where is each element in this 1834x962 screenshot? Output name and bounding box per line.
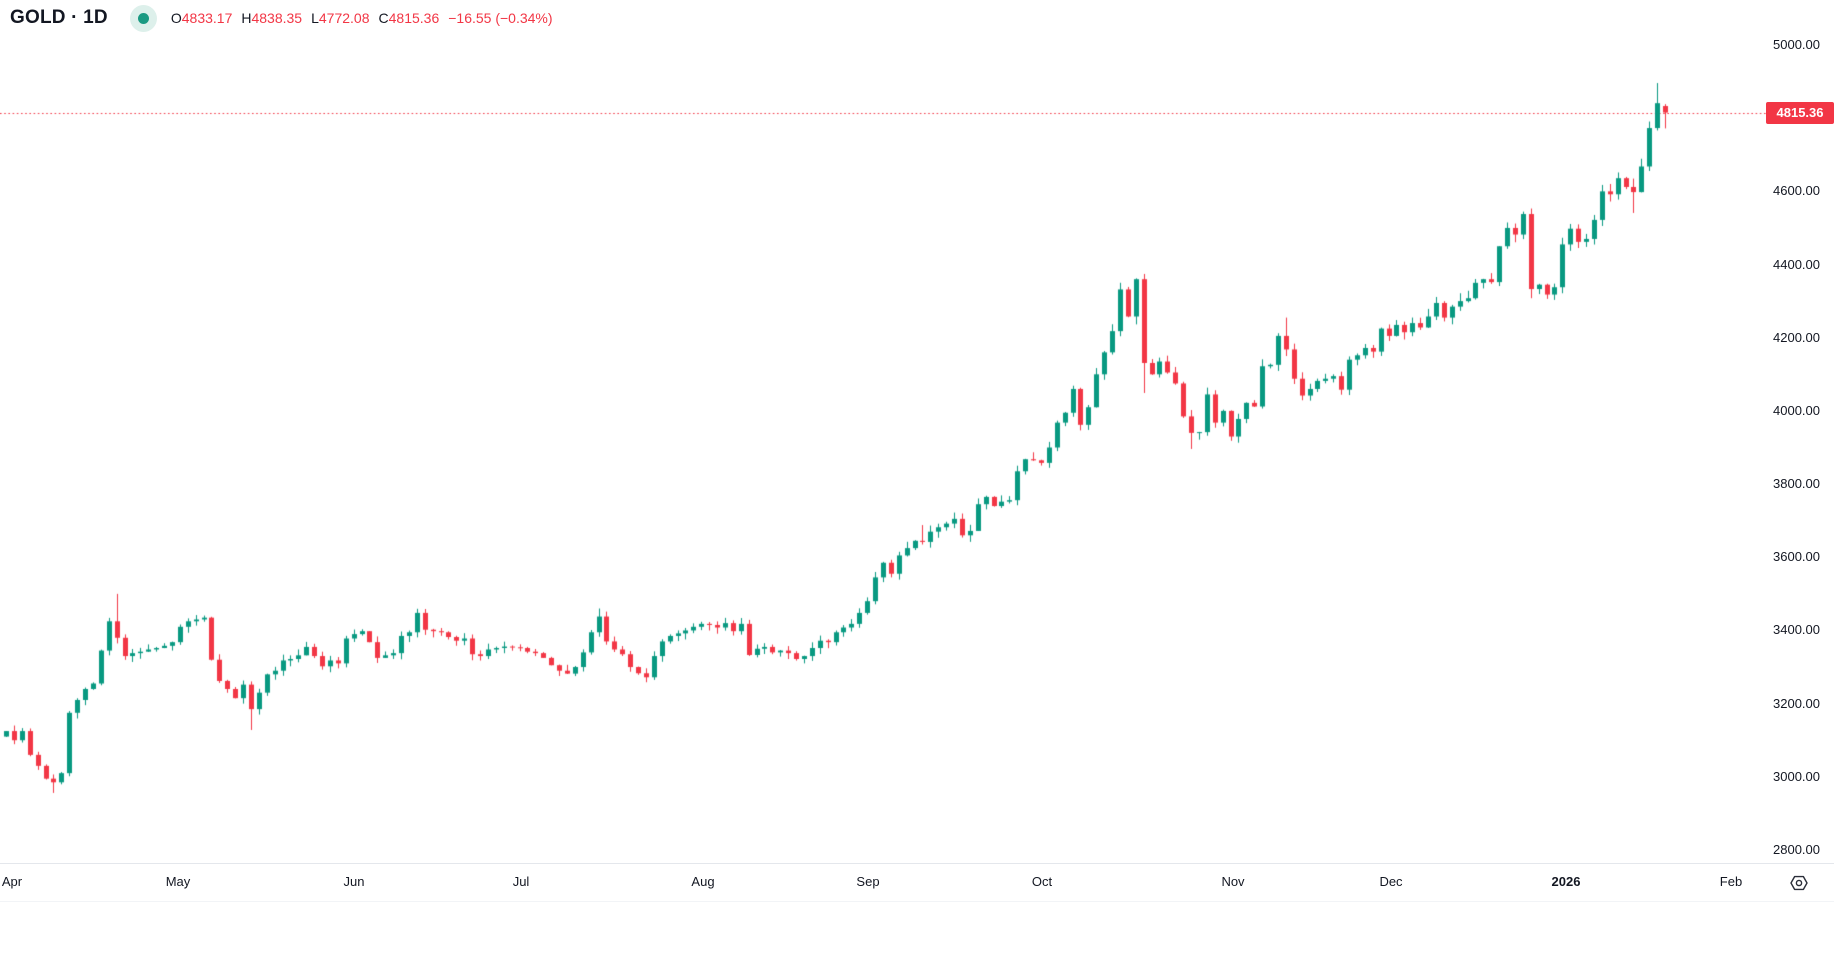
time-tick-label: Nov (1221, 874, 1245, 889)
high-label: H (241, 10, 252, 26)
price-tick-label: 4400.00 (1773, 256, 1820, 272)
time-tick-label: Feb (1719, 874, 1743, 889)
price-tick-label: 3800.00 (1773, 476, 1820, 492)
time-tick-label: Sep (856, 874, 880, 889)
axis-settings-gear-icon[interactable] (1786, 870, 1812, 896)
symbol-title: GOLD · 1D (10, 7, 108, 28)
price-tick-label: 3200.00 (1773, 695, 1820, 711)
change-value: −16.55 (−0.34%) (448, 10, 553, 26)
time-axis[interactable]: Apr May Jun Jul Aug Sep Oct Nov Dec 2026 Feb (0, 863, 1834, 902)
price-tick-label: 2800.00 (1773, 842, 1820, 857)
close-value: 4815.36 (388, 10, 440, 26)
price-tick-label: 3400.00 (1773, 622, 1820, 638)
price-tick-label: 4200.00 (1773, 329, 1820, 345)
high-value: 4838.35 (251, 10, 303, 26)
time-tick-label: 2026 (1551, 874, 1581, 889)
ohlc-readout: O 4833.17 H 4838.35 L 4772.08 C 4815.36 −16.55 (… (171, 10, 553, 26)
market-status-dot-icon[interactable] (129, 4, 157, 32)
time-tick-label: Jun (343, 874, 365, 889)
time-tick-label: Apr (1, 874, 23, 889)
time-tick-label: May (165, 874, 191, 889)
low-label: L (311, 10, 319, 26)
open-value: 4833.17 (181, 10, 233, 26)
price-tick-label: 4600.00 (1773, 183, 1820, 199)
open-label: O (170, 10, 182, 26)
price-tick-label: 3600.00 (1773, 549, 1820, 565)
time-tick-label: Aug (691, 874, 715, 889)
price-tick-label: 4000.00 (1773, 402, 1820, 418)
time-tick-label: Jul (512, 874, 530, 889)
time-tick-label: Dec (1379, 874, 1403, 889)
low-value: 4772.08 (318, 10, 370, 26)
last-price-label: 4815.36 (1766, 101, 1834, 124)
symbol-header: GOLD · 1D O 4833.17 H 4838.35 L 4772.08 C 4815.… (10, 4, 553, 32)
close-label: C (378, 10, 389, 26)
price-axis[interactable]: 4815.36 5000.00 4600.00 4400.00 4200.00 4000… (1766, 0, 1834, 863)
price-tick-label: 3000.00 (1773, 768, 1820, 784)
price-tick-label: 5000.00 (1773, 37, 1820, 52)
time-tick-label: Oct (1031, 874, 1053, 889)
